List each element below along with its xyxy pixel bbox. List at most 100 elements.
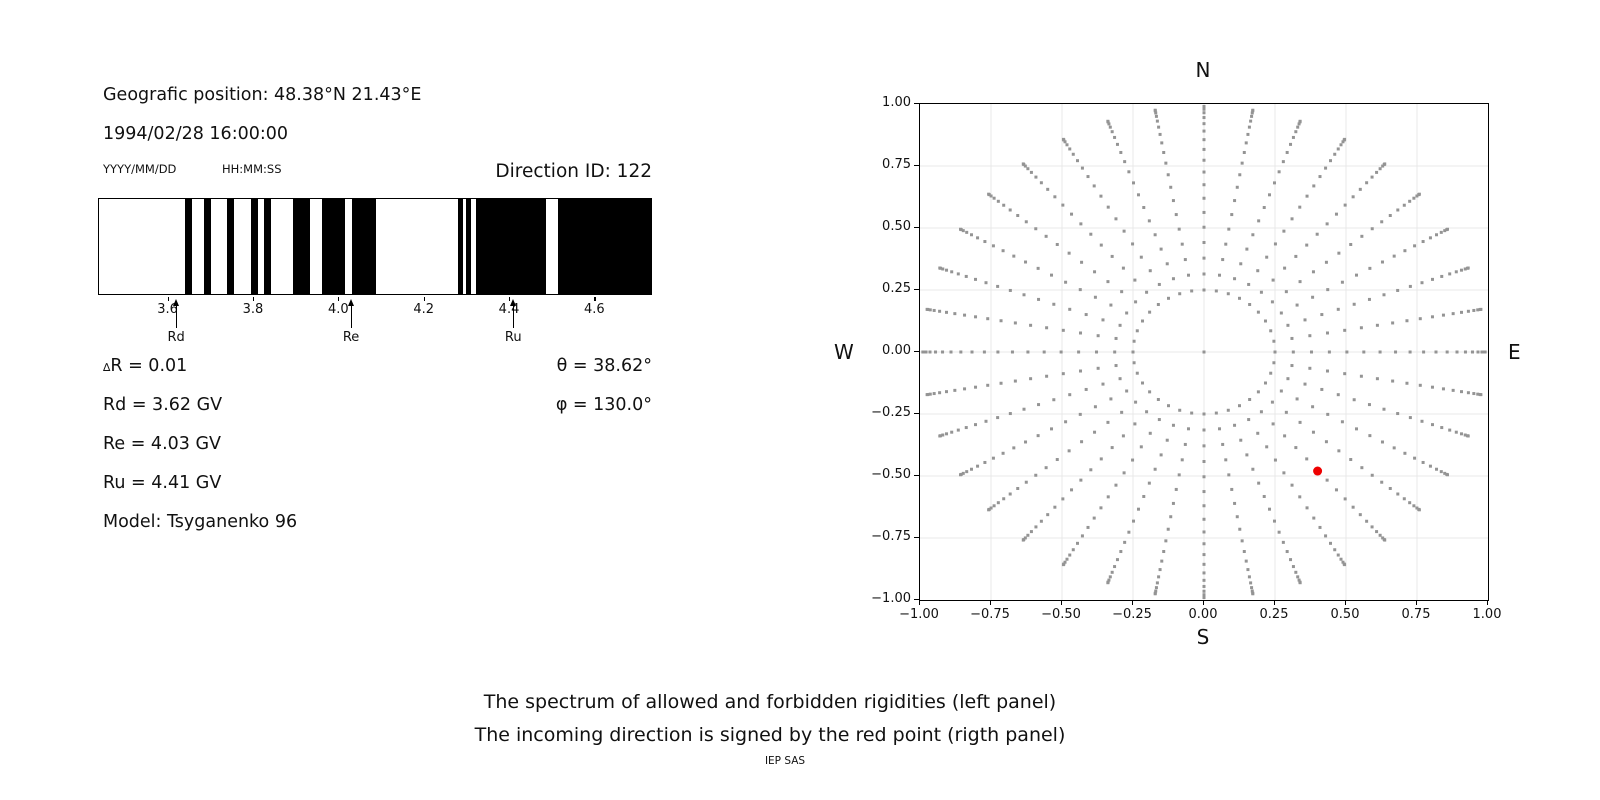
x-tick-label: −0.75 (970, 607, 1010, 622)
direction-dot (1405, 381, 1409, 385)
direction-dot (1145, 410, 1149, 414)
direction-dot (991, 456, 995, 460)
direction-dot (1157, 282, 1161, 286)
direction-dot (1084, 313, 1088, 317)
delta-r-value: ∆R = 0.01 (103, 356, 187, 376)
direction-dot (1246, 132, 1250, 136)
direction-dot (1063, 140, 1067, 144)
direction-dot (1358, 187, 1362, 191)
direction-dot (1108, 575, 1112, 579)
direction-dot (1305, 506, 1309, 510)
y-tick (914, 413, 919, 414)
direction-dot (1294, 570, 1298, 574)
direction-dot (1273, 350, 1277, 354)
direction-dot (1068, 147, 1072, 151)
direction-dot (1333, 152, 1337, 156)
direction-dot (1402, 497, 1406, 501)
direction-dot (1271, 422, 1275, 426)
direction-dot (1435, 233, 1439, 237)
date-format-hint: YYYY/MM/DD (103, 162, 177, 176)
x-tick (1274, 600, 1275, 605)
marker-arrow-head-ru (509, 299, 516, 306)
direction-dot (1354, 273, 1358, 277)
direction-dot (1202, 350, 1206, 354)
marker-arrow-stem-rd (175, 305, 177, 328)
direction-dot (1333, 548, 1337, 552)
direction-dot (1202, 571, 1206, 575)
direction-dot (1034, 525, 1038, 529)
direction-dot (1070, 488, 1074, 492)
direction-dot (1382, 293, 1386, 297)
direction-dot (1286, 323, 1290, 327)
direction-dot (1110, 254, 1114, 258)
rigidity-tick (338, 297, 340, 301)
direction-dot (989, 194, 993, 198)
y-tick (914, 103, 919, 104)
direction-dot (1114, 483, 1118, 487)
direction-dot (1337, 449, 1341, 453)
marker-arrow-stem-ru (512, 305, 514, 328)
direction-dot (1153, 592, 1157, 596)
re-value: Re = 4.03 GV (103, 434, 221, 454)
direction-dot (1075, 541, 1079, 545)
direction-dot (1403, 451, 1407, 455)
direction-dot (1230, 213, 1234, 217)
direction-dot (1202, 210, 1206, 214)
direction-dot (1044, 466, 1048, 470)
direction-dot (976, 464, 980, 468)
direction-dot (1383, 538, 1387, 542)
direction-dot (1250, 114, 1254, 118)
direction-dot (1273, 242, 1277, 246)
direction-dot (1451, 388, 1455, 392)
direction-dot (1430, 277, 1434, 281)
direction-dot (945, 268, 949, 272)
marker-arrow-head-re (347, 299, 354, 306)
direction-dot (1273, 458, 1277, 462)
direction-dot (1042, 350, 1046, 354)
forbidden-band (227, 199, 235, 294)
direction-dot (1021, 162, 1025, 166)
direction-dot (1029, 530, 1033, 534)
direction-dot (1240, 161, 1244, 165)
forbidden-band (292, 199, 310, 294)
direction-dot (1186, 273, 1190, 277)
direction-dot (1159, 247, 1163, 251)
direction-dot (1284, 290, 1288, 294)
direction-dot (1272, 361, 1276, 365)
direction-dot (1114, 364, 1118, 368)
direction-dot (1202, 241, 1206, 245)
direction-dot (1295, 303, 1299, 307)
direction-dot (1334, 488, 1338, 492)
direction-dot (1439, 470, 1443, 474)
direction-dot (1218, 427, 1222, 431)
direction-dot (1388, 214, 1392, 218)
direction-dot (1132, 181, 1136, 185)
direction-dot (1061, 563, 1065, 567)
direction-dot (1339, 557, 1343, 561)
direction-dot (1080, 166, 1084, 170)
x-tick-label: 0.75 (1401, 607, 1431, 622)
direction-dot (1202, 428, 1206, 432)
direction-dot (1171, 423, 1175, 427)
x-tick-label: −1.00 (899, 607, 939, 622)
delta-symbol: ∆ (103, 361, 111, 374)
direction-dot (1325, 478, 1329, 482)
direction-dot (1093, 270, 1097, 274)
direction-dot (999, 319, 1003, 323)
direction-dot (1334, 212, 1338, 216)
direction-dot (1109, 303, 1113, 307)
direction-dot (1294, 446, 1298, 450)
direction-dot (1434, 350, 1438, 354)
direction-dot (1233, 199, 1237, 203)
direction-dot (1065, 557, 1069, 561)
y-tick-label: 0.50 (882, 219, 911, 234)
direction-dot (1466, 309, 1470, 313)
direction-dot (1202, 490, 1206, 494)
direction-dot (1154, 114, 1158, 118)
direction-dot (1415, 194, 1419, 198)
direction-dot (996, 350, 1000, 354)
direction-dot (1279, 389, 1283, 393)
direction-dot (1329, 541, 1333, 545)
theta-value: θ = 38.62° (556, 356, 652, 376)
direction-dot (1324, 440, 1328, 444)
